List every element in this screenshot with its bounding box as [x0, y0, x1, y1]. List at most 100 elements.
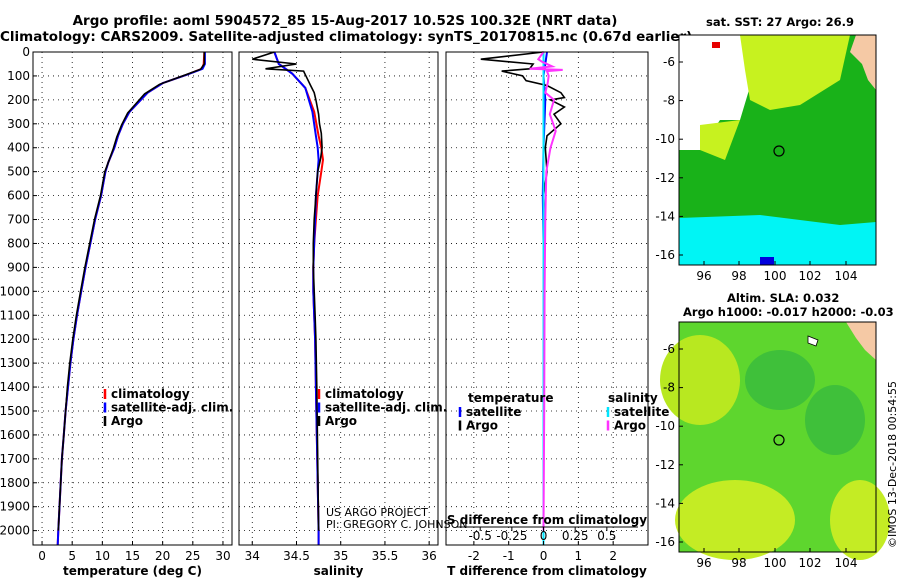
x-tick-label: 2 — [609, 549, 617, 563]
y-tick-label: 200 — [7, 93, 30, 107]
lon-tick-label: 102 — [799, 269, 822, 283]
temperature-panel: 0 5 10 15 20 25 30 temperature (deg C) 0 100 200 30… — [0, 45, 233, 578]
y-tick-label: 1100 — [0, 308, 30, 322]
lon-tick-label: 96 — [696, 556, 711, 570]
y-tick-label: 300 — [7, 117, 30, 131]
lat-tick-label: -6 — [663, 55, 675, 69]
x-tick-label: 34.5 — [283, 549, 310, 563]
sst-map-nodata — [679, 35, 755, 150]
series-line-satellite-adj-clim- — [273, 51, 320, 545]
lat-tick-label: -12 — [655, 458, 675, 472]
lat-tick-label: -8 — [663, 94, 675, 108]
y-tick-label: 800 — [7, 236, 30, 250]
x-axis-label: salinity — [314, 564, 364, 578]
sla-map: 96 98 100 102 104 -6 -8 -10 -12 -14 -16 — [655, 321, 890, 570]
lat-tick-label: -6 — [663, 342, 675, 356]
x-tick-label: 15 — [125, 549, 140, 563]
sla-panel-title: Altim. SLA: 0.032 — [727, 291, 840, 305]
sst-map-ticks: 96 98 100 102 104 -6 -8 -10 -12 -14 -16 — [655, 55, 857, 283]
x-tick-label: -2 — [468, 549, 480, 563]
lon-tick-label: 102 — [799, 556, 822, 570]
series-line-argo — [57, 52, 206, 531]
y-tick-label: 0 — [22, 45, 30, 59]
y-tick-label: 1500 — [0, 404, 30, 418]
x-tick-label: 30 — [215, 549, 230, 563]
sla-panel-subtitle: Argo h1000: -0.017 h2000: -0.03 — [683, 305, 894, 319]
y-tick-label: 100 — [7, 69, 30, 83]
legend-label: Argo — [614, 419, 646, 433]
x-tick-label: 1 — [575, 549, 583, 563]
legend-label: satellite-adj. clim. — [111, 401, 233, 415]
x-tick-label: 34 — [245, 549, 260, 563]
x-tick-label: 0 — [38, 549, 46, 563]
y-tick-label: 1200 — [0, 332, 30, 346]
lon-tick-label: 100 — [764, 556, 787, 570]
sla-map-ticks: 96 98 100 102 104 -6 -8 -10 -12 -14 -16 — [655, 342, 857, 570]
s-tick-label: 0 — [540, 529, 548, 543]
sst-map-cool-zone — [679, 215, 876, 265]
lon-tick-label: 98 — [731, 269, 746, 283]
series-line-s-argo — [529, 51, 563, 531]
sst-map-land — [850, 35, 876, 90]
x-axis-label: T difference from climatology — [447, 564, 647, 578]
lon-tick-label: 98 — [731, 556, 746, 570]
sla-low-patch — [745, 350, 815, 410]
legend-title-temperature: temperature — [468, 391, 553, 405]
lon-tick-label: 96 — [696, 269, 711, 283]
lat-tick-label: -8 — [663, 381, 675, 395]
x-tick-label: 36 — [422, 549, 437, 563]
island-shape — [807, 335, 819, 347]
lat-tick-label: -10 — [655, 419, 675, 433]
y-tick-label: 1600 — [0, 428, 30, 442]
series-line-argo — [252, 51, 323, 531]
y-tick-label: 400 — [7, 141, 30, 155]
x-tick-label: 35 — [333, 549, 348, 563]
y-tick-label: 900 — [7, 260, 30, 274]
lat-tick-label: -10 — [655, 132, 675, 146]
y-tick-label: 500 — [7, 165, 30, 179]
s-tick-label: 0.5 — [597, 529, 616, 543]
argo-location-marker — [773, 434, 785, 446]
x-tick-label: 25 — [185, 549, 200, 563]
lat-tick-label: -16 — [655, 248, 675, 262]
lon-tick-label: 100 — [764, 269, 787, 283]
y-tick-label: 1000 — [0, 284, 30, 298]
sst-map-warm-zone — [740, 35, 850, 110]
x-tick-label: -1 — [503, 549, 515, 563]
sla-map-land — [846, 322, 876, 360]
y-tick-label: 1800 — [0, 476, 30, 490]
lon-tick-label: 104 — [835, 556, 858, 570]
x-tick-label: 35.5 — [372, 549, 399, 563]
sla-high-patch — [675, 480, 795, 560]
x-tick-label: 0 — [540, 549, 548, 563]
x-tick-label: 20 — [155, 549, 170, 563]
imos-watermark: ©IMOS 13-Dec-2018 00:54:55 — [886, 381, 899, 548]
legend-label: climatology — [325, 387, 404, 401]
sst-cold-pixel — [760, 257, 774, 265]
x-tick-label: 5 — [68, 549, 76, 563]
argo-location-marker — [773, 145, 785, 157]
legend-label: satellite — [614, 405, 669, 419]
x-tick-label: 10 — [95, 549, 110, 563]
plot-frame — [238, 51, 439, 546]
salinity-panel: 34 34.5 35 35.5 36 salinity climatologysatelli… — [238, 51, 447, 578]
sst-map-frame — [678, 34, 877, 266]
sla-high-patch — [830, 480, 890, 560]
sst-map-warm-patch — [700, 120, 740, 160]
y-tick-label: 1700 — [0, 452, 30, 466]
pi-credit: PI: GREGORY C. JOHNSON — [326, 518, 467, 531]
sst-panel-title: sat. SST: 27 Argo: 26.9 — [706, 15, 855, 29]
legend-label: Argo — [325, 414, 357, 428]
project-credit: US ARGO PROJECT — [326, 506, 428, 519]
difference-panel: -2 -1 0 1 2T difference from climatology temp… — [445, 51, 669, 578]
plot-frame — [445, 51, 649, 546]
legend-label: climatology — [111, 387, 190, 401]
legend-label: satellite — [466, 405, 521, 419]
plot-title-line1: Argo profile: aoml 5904572_85 15-Aug-201… — [72, 13, 618, 29]
legend-title-salinity: salinity — [608, 391, 658, 405]
s-axis-label: S difference from climatology — [447, 513, 647, 527]
plot-title-line2: Climatology: CARS2009. Satellite-adjuste… — [0, 29, 693, 45]
y-tick-label: 1900 — [0, 500, 30, 514]
